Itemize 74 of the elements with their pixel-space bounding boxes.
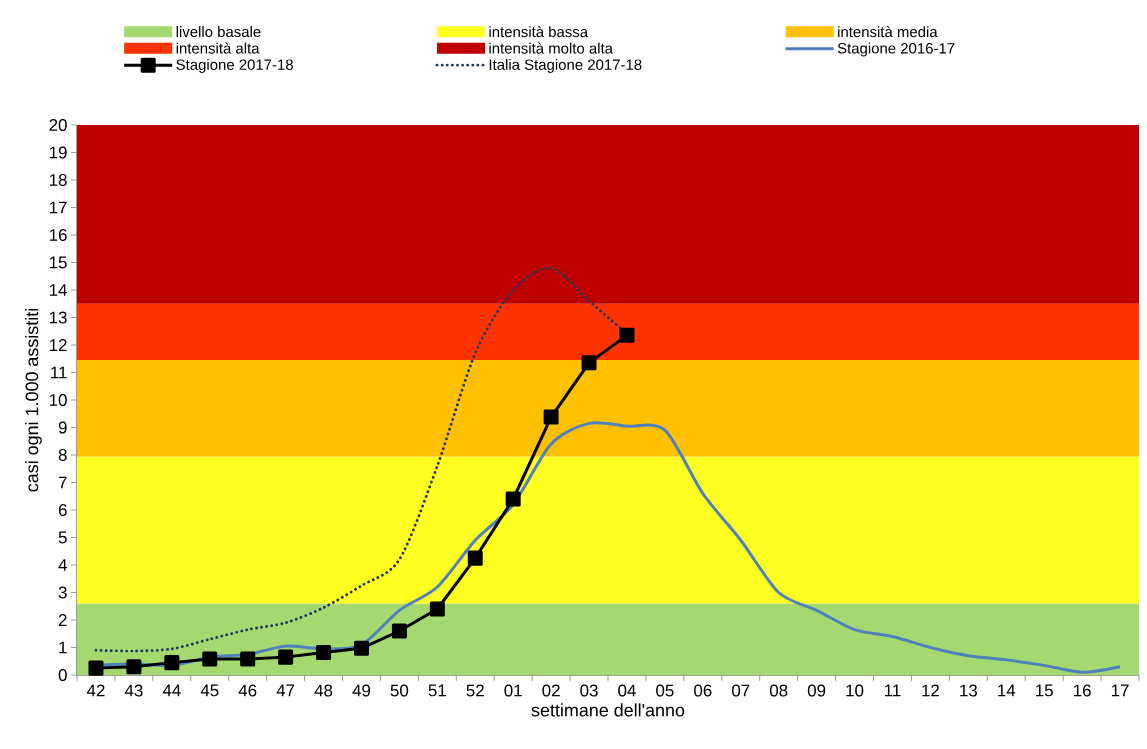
point <box>581 355 597 371</box>
point <box>353 640 369 656</box>
legend-label: Italia Stagione 2017-18 <box>489 58 642 73</box>
y-tick-label: 19 <box>49 146 67 159</box>
x-tick-label: 11 <box>884 684 901 697</box>
x-tick-label: 14 <box>998 684 1016 697</box>
y-tick-label: 11 <box>51 366 67 379</box>
point <box>240 651 256 667</box>
x-tick-label: 10 <box>846 684 864 697</box>
y-tick-label: 6 <box>58 504 67 516</box>
point <box>164 655 180 671</box>
y-tick-label: 16 <box>49 229 67 241</box>
legend-label: intensità bassa <box>489 26 589 38</box>
x-tick-label: 15 <box>1036 684 1053 697</box>
x-tick-label: 50 <box>390 684 409 697</box>
point <box>88 660 104 676</box>
y-tick-label: 18 <box>49 174 67 186</box>
y-tick-label: 7 <box>58 476 67 489</box>
legend-label: Stagione 2017-18 <box>176 58 293 73</box>
x-tick-label: 48 <box>314 684 333 697</box>
point <box>126 659 142 675</box>
x-tick-label: 46 <box>238 684 257 697</box>
y-tick-label: 8 <box>58 449 67 461</box>
point <box>391 623 407 639</box>
x-tick-label: 52 <box>466 684 484 697</box>
point <box>316 644 332 660</box>
y-tick-label: 3 <box>58 586 67 599</box>
y-tick-label: 14 <box>49 284 67 296</box>
x-tick-label: 04 <box>618 684 636 697</box>
point <box>278 649 294 665</box>
x-tick-label: 17 <box>1111 684 1129 697</box>
x-tick-label: 01 <box>504 684 522 697</box>
x-tick-label: 44 <box>162 684 181 697</box>
y-tick-label: 15 <box>49 256 67 269</box>
legend-label: intensità molto alta <box>489 42 614 54</box>
x-tick-label: 42 <box>86 684 105 697</box>
x-tick-label: 47 <box>276 684 295 697</box>
x-axis-title: settimane dell'anno <box>531 703 685 717</box>
point <box>467 550 483 566</box>
point <box>202 651 218 667</box>
point <box>619 327 635 343</box>
x-tick-label: 05 <box>656 684 674 697</box>
x-tick-label: 06 <box>694 684 712 697</box>
x-tick-label: 07 <box>731 684 750 697</box>
y-tick-label: 1 <box>59 641 67 654</box>
x-tick-label: 08 <box>769 684 788 697</box>
y-tick-label: 0 <box>58 669 67 681</box>
x-tick-label: 49 <box>352 684 371 697</box>
x-tick-label: 43 <box>124 684 143 697</box>
y-tick-label: 20 <box>49 119 67 131</box>
y-tick-label: 10 <box>49 394 67 406</box>
x-tick-label: 12 <box>922 684 939 697</box>
legend-label: Stagione 2016-17 <box>837 42 955 57</box>
x-tick-label: 16 <box>1073 684 1091 697</box>
x-tick-label: 45 <box>200 684 219 697</box>
y-tick-label: 9 <box>58 421 67 434</box>
y-tick-label: 13 <box>49 311 67 324</box>
y-axis-title: casi ogni 1.000 assistiti <box>25 309 42 492</box>
x-tick-label: 13 <box>960 684 977 697</box>
x-tick-label: 51 <box>428 684 446 697</box>
y-tick-label: 5 <box>58 531 67 544</box>
point <box>505 491 521 507</box>
x-tick-label: 09 <box>807 684 826 697</box>
point <box>543 409 559 425</box>
y-tick-label: 12 <box>49 339 67 351</box>
legend-label: livello basale <box>176 26 261 38</box>
x-tick-label: 03 <box>580 684 598 697</box>
legend-label: intensità alta <box>176 42 260 54</box>
x-tick-label: 02 <box>542 684 560 697</box>
y-tick-label: 2 <box>58 614 67 626</box>
y-tick-label: 4 <box>58 559 67 571</box>
legend-label: intensità media <box>838 26 938 38</box>
point <box>429 601 445 617</box>
y-tick-label: 17 <box>49 201 67 214</box>
